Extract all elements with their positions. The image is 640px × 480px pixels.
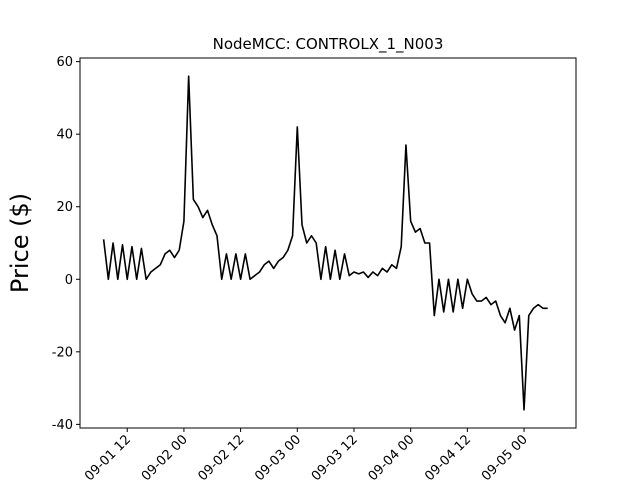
chart-title: NodeMCC: CONTROLX_1_N003 [213,35,444,54]
x-tick-label: 09-01 12 [82,432,134,480]
x-tick-label: 09-05 00 [479,432,531,480]
price-line [102,75,548,411]
y-tick-label: 40 [56,128,73,143]
x-tick-label: 09-03 00 [252,432,304,480]
y-axis-label: Price ($) [6,193,34,293]
x-tick-label: 09-03 12 [309,432,361,480]
x-tick-label: 09-02 00 [139,432,191,480]
x-tick-label: 09-04 00 [366,432,418,480]
y-tick-label: -40 [52,418,73,433]
y-tick-label: 0 [65,273,73,288]
plot-frame [79,57,577,429]
y-tick-label: -20 [52,345,73,360]
y-tick-label: 60 [56,55,73,70]
x-tick-label: 09-02 12 [195,432,247,480]
y-tick-label: 20 [56,200,73,215]
x-tick-label: 09-04 12 [422,432,474,480]
